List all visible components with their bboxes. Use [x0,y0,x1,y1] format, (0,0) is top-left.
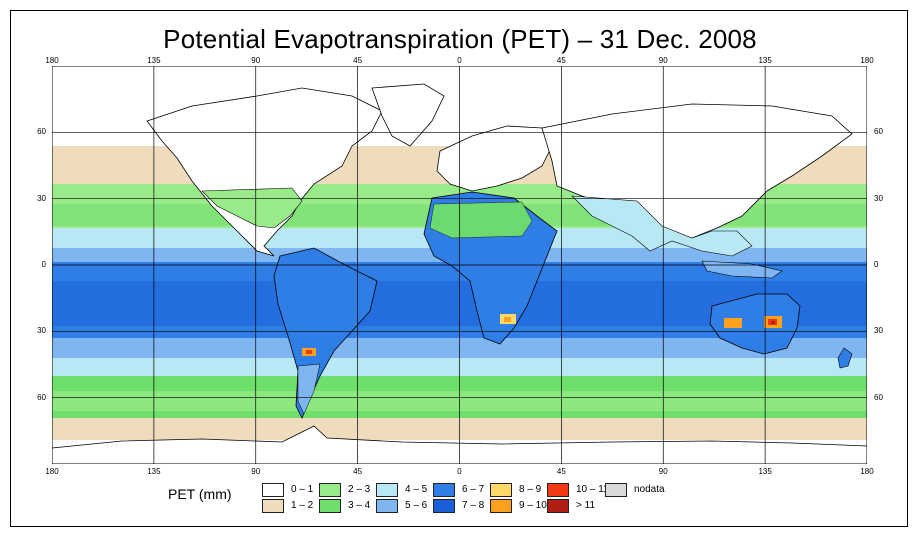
legend-label: > 11 [576,500,595,511]
lat-tick-label-right: 30 [874,193,883,203]
legend-swatch [605,483,627,497]
lon-tick-label-top: 90 [658,56,668,65]
lon-tick-label-bottom: 90 [251,467,261,476]
landmass-south-asia [571,195,753,257]
lat-tick-label-left: 0 [41,260,46,269]
legend-label: 4 – 5 [405,484,428,495]
lon-tick-label-top: 45 [556,56,566,65]
hotspot-australia-west [724,318,742,328]
lon-tick-label-bottom: 180 [860,467,874,476]
legend-swatch [547,483,569,497]
landmass-greenland [371,83,445,147]
lon-tick-label-top: 90 [251,56,261,65]
lon-tick-label-bottom: 135 [147,467,161,476]
legend-label: nodata [634,484,665,495]
pet-map [51,65,868,465]
landmass-patagonia [297,363,321,415]
hotspot-argentina-red [306,350,312,354]
legend-label: 5 – 6 [405,500,428,511]
legend-swatch [490,499,512,513]
lon-tick-label-bottom: 180 [45,467,59,476]
lat-tick-label-left: 60 [37,392,46,402]
legend-swatch [262,483,284,497]
hotspot-south-africa-core [504,317,511,322]
lon-tick-label-top: 180 [45,56,59,65]
lon-tick-label-top: 45 [353,56,363,65]
hotspot-australia-dark [771,321,775,324]
map-title: Potential Evapotranspiration (PET) – 31 … [163,24,757,54]
legend-swatch [433,499,455,513]
lat-tick-label-left: 30 [37,326,46,336]
lon-tick-label-top: 135 [758,56,772,65]
lon-tick-label-top: 0 [457,56,462,65]
lat-tick-label-right: 60 [874,392,883,402]
legend-label: 1 – 2 [291,500,314,511]
legend-label: 8 – 9 [519,484,542,495]
legend-swatch [319,483,341,497]
landmass-sahara [429,201,533,239]
legend-swatch [262,499,284,513]
legend-label: 0 – 1 [291,484,314,495]
legend-swatch [490,483,512,497]
legend-label: 2 – 3 [348,484,371,495]
legend-title: PET (mm) [168,486,232,502]
landmass-australia [709,293,801,355]
lon-tick-label-bottom: 45 [556,467,566,476]
legend-swatch [376,483,398,497]
legend-swatch [547,499,569,513]
landmass-new-zealand [837,347,853,369]
lon-tick-label-top: 135 [147,56,161,65]
legend-swatch [319,499,341,513]
legend-label: 6 – 7 [462,484,485,495]
legend-label: 10 – 11 [576,484,609,495]
legend-label: 3 – 4 [348,500,371,511]
legend-swatch [376,499,398,513]
map-panel: 180 180 135 135 90 90 45 45 0 0 45 45 90 90 135 135 180 1… [37,56,883,476]
lon-tick-label-bottom: 45 [353,467,363,476]
lat-tick-label-left: 60 [37,127,46,137]
lon-tick-label-top: 180 [860,56,874,65]
lon-tick-label-bottom: 0 [457,467,462,476]
lat-tick-label-left: 30 [37,193,46,203]
lon-tick-label-bottom: 90 [658,467,668,476]
legend-label: 9 – 10 [519,500,547,511]
lat-tick-label-right: 0 [874,260,879,269]
lon-tick-label-bottom: 135 [758,467,772,476]
lat-tick-label-right: 60 [874,127,883,137]
landmass-us-south [201,187,303,229]
landmass-europe [436,125,553,192]
lat-tick-label-right: 30 [874,326,883,336]
legend-label: 7 – 8 [462,500,485,511]
legend-swatch [433,483,455,497]
